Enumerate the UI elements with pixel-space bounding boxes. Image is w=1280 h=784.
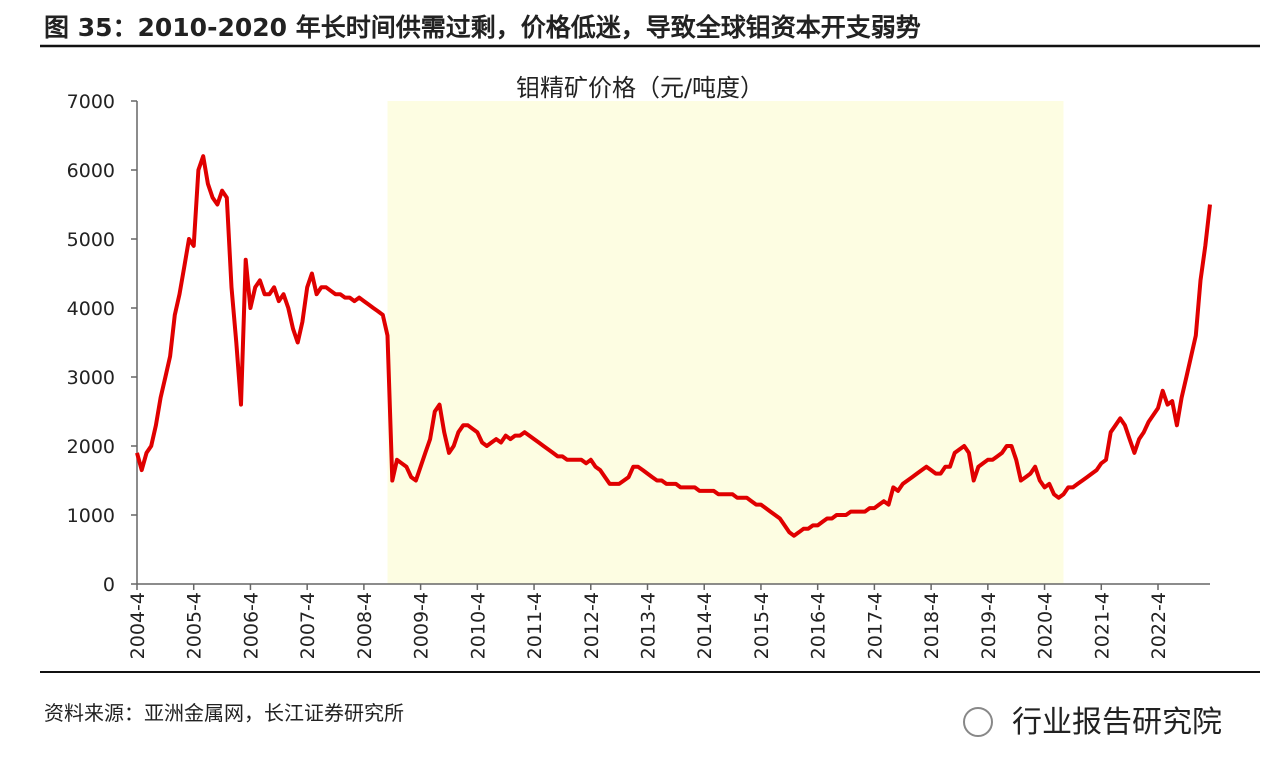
x-tick-label: 2007-4 — [297, 592, 319, 659]
x-tick-label: 2017-4 — [864, 592, 886, 659]
x-tick-label: 2021-4 — [1091, 592, 1113, 659]
x-tick-label: 2008-4 — [354, 592, 376, 659]
x-tick-label: 2005-4 — [184, 592, 206, 659]
x-tick-label: 2016-4 — [808, 592, 830, 659]
x-tick-label: 2018-4 — [921, 592, 943, 659]
x-tick-label: 2011-4 — [524, 592, 546, 659]
y-tick-label: 1000 — [67, 505, 115, 527]
x-tick-label: 2012-4 — [581, 592, 603, 659]
figure-title: 图 35：2010-2020 年长时间供需过剩，价格低迷，导致全球钼资本开支弱势 — [44, 13, 921, 42]
y-tick-label: 5000 — [67, 229, 115, 251]
y-tick-label: 7000 — [67, 91, 115, 113]
wechat-icon — [963, 707, 993, 737]
plot: 0 1000 2000 3000 4000 5000 6000 7000 2004-4 2005-… — [67, 91, 1212, 659]
watermark: 行业报告研究院 — [1012, 705, 1222, 740]
x-tick-label: 2020-4 — [1035, 592, 1057, 659]
y-tick-label: 3000 — [67, 367, 115, 389]
price-line — [135, 154, 1212, 538]
x-tick-label: 2022-4 — [1148, 592, 1170, 659]
source: 资料来源：亚洲金属网，长江证券研究所 — [44, 701, 404, 725]
x-tick-label: 2006-4 — [240, 592, 262, 659]
highlight-band — [387, 101, 1064, 584]
x-tick-label: 2019-4 — [978, 592, 1000, 659]
x-tick-label: 2004-4 — [127, 592, 149, 659]
y-tick-label: 0 — [103, 574, 115, 596]
x-tick-label: 2010-4 — [467, 592, 489, 659]
y-tick-label: 6000 — [67, 160, 115, 182]
y-tick-label: 4000 — [67, 298, 115, 320]
x-tick-label: 2015-4 — [751, 592, 773, 659]
x-tick-label: 2013-4 — [638, 592, 660, 659]
x-tick-label: 2009-4 — [411, 592, 433, 659]
x-tick-label: 2014-4 — [694, 592, 716, 659]
chart-title: 钼精矿价格（元/吨度） — [516, 74, 764, 102]
y-tick-label: 2000 — [67, 436, 115, 458]
